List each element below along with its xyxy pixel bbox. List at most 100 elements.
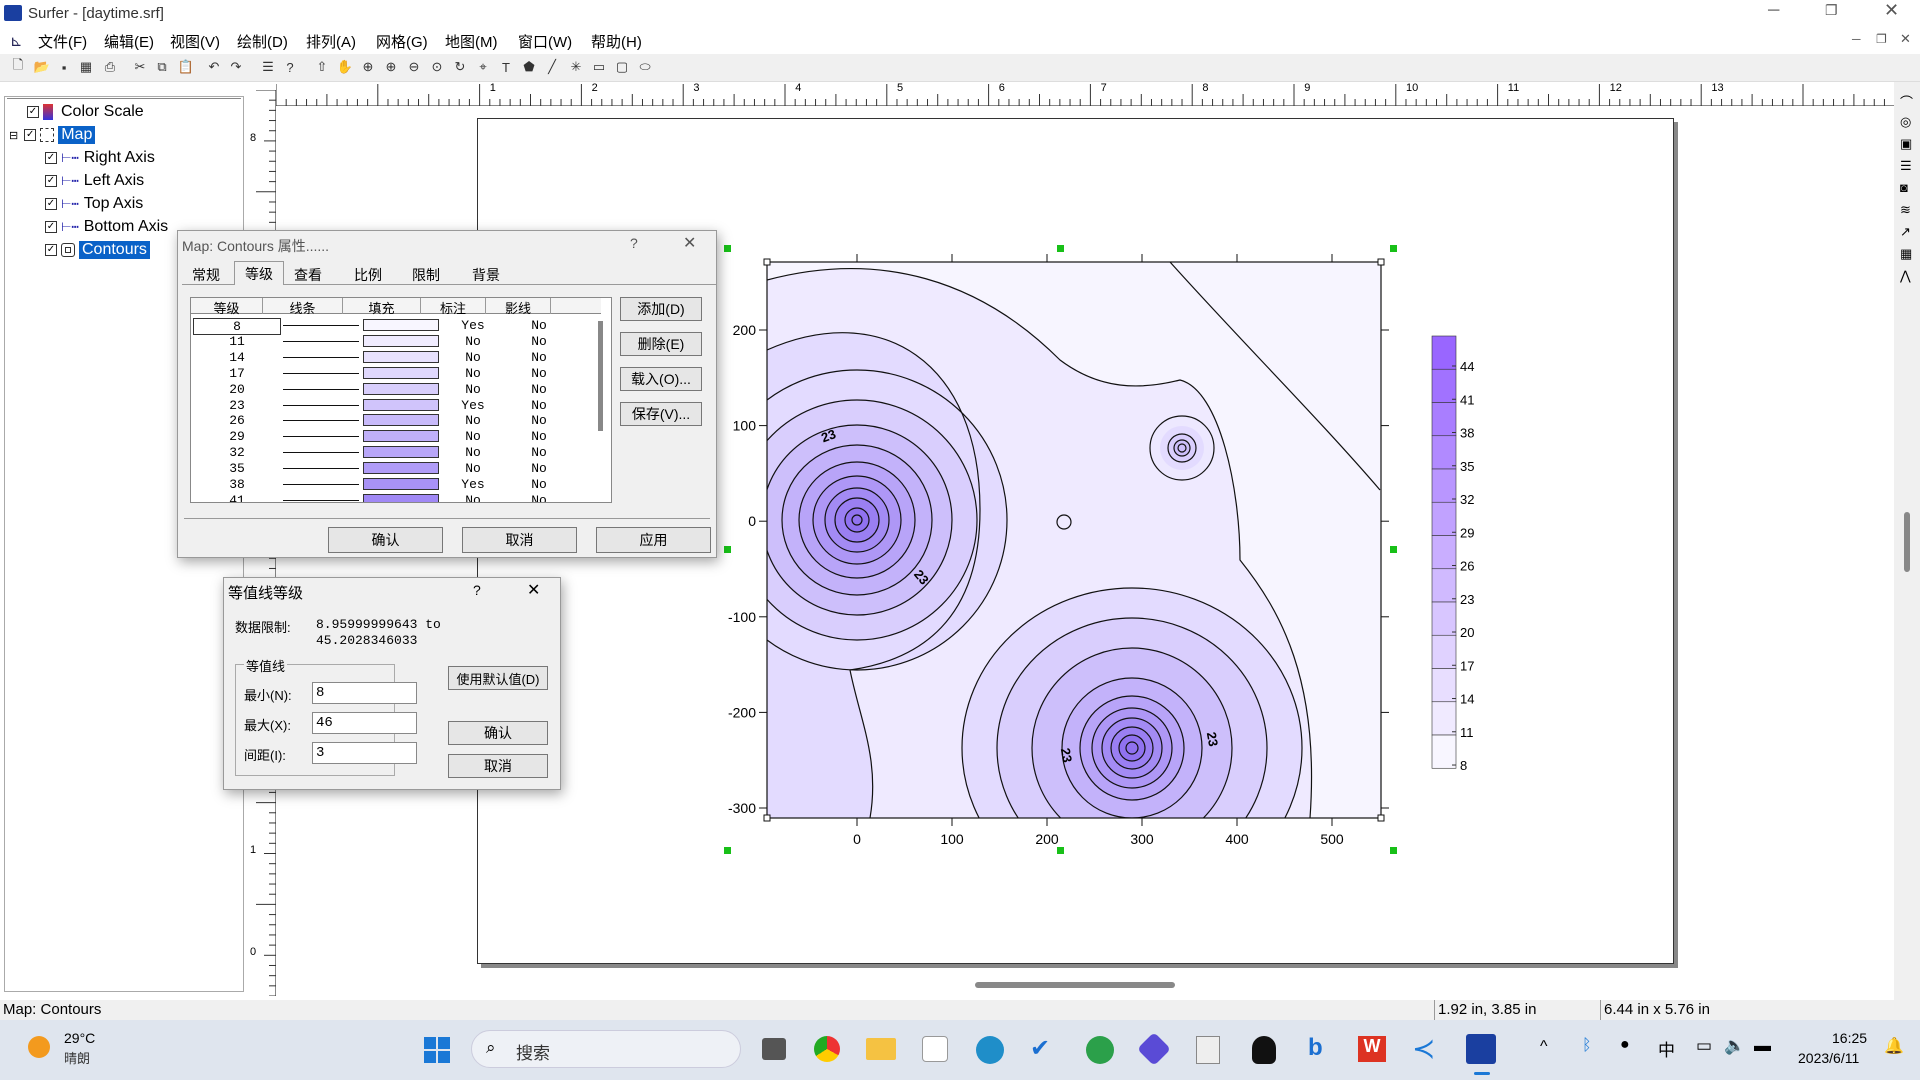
label-cell[interactable]: No [465, 445, 481, 461]
bing-icon[interactable]: b [1308, 1034, 1323, 1061]
restore-icon[interactable]: ❐ [1825, 2, 1838, 18]
chrome-icon[interactable] [814, 1036, 840, 1062]
save-icon[interactable]: ▪ [61, 59, 67, 75]
document-app-icon[interactable] [1196, 1036, 1220, 1064]
hatch-cell[interactable]: No [531, 365, 547, 381]
rounded-rect-icon[interactable]: ▢ [615, 59, 629, 74]
child-restore-icon[interactable]: ❐ [1876, 32, 1887, 46]
child-minimize-icon[interactable]: ─ [1852, 32, 1861, 46]
file-explorer-icon[interactable] [866, 1038, 896, 1060]
text-icon[interactable]: T [502, 59, 510, 75]
open-icon[interactable]: 📂 [33, 59, 51, 74]
redo-icon[interactable]: ↷ [230, 59, 242, 74]
grid-column-header[interactable]: 影线 [486, 298, 551, 316]
table-row[interactable]: 11 No No [191, 334, 591, 349]
line-style-cell[interactable] [283, 436, 359, 438]
zoom-in-icon[interactable]: ⊕ [362, 59, 374, 74]
shaded-relief-icon[interactable]: ≋ [1900, 202, 1911, 217]
edge-dev-icon[interactable] [1086, 1036, 1114, 1064]
weather-sun-icon[interactable] [28, 1036, 50, 1058]
horizontal-scrollbar[interactable] [975, 982, 1175, 988]
label-cell[interactable]: No [465, 429, 481, 445]
tab-scale[interactable]: 比例 [354, 267, 382, 283]
fill-swatch-cell[interactable] [363, 334, 439, 347]
select-icon[interactable]: ⇧ [316, 59, 328, 74]
tab-limits[interactable]: 限制 [412, 267, 440, 283]
vector-map-icon[interactable]: ↗ [1900, 224, 1911, 239]
table-row[interactable]: 38 Yes No [191, 477, 591, 492]
close-icon[interactable]: ✕ [1884, 0, 1900, 20]
pan-icon[interactable]: ✋ [336, 59, 354, 74]
line-style-cell[interactable] [283, 499, 359, 501]
menu-file[interactable]: 文件(F) [38, 34, 88, 51]
close-icon[interactable]: ✕ [683, 235, 697, 252]
line-style-cell[interactable] [283, 340, 359, 342]
tray-chevron-icon[interactable]: ^ [1540, 1038, 1548, 1055]
table-row[interactable]: 29 No No [191, 429, 591, 444]
label-cell[interactable]: No [465, 461, 481, 477]
fill-swatch-cell[interactable] [363, 398, 439, 411]
print-icon[interactable]: ⎙ [104, 59, 116, 74]
notification-icon[interactable]: 🔔 [1884, 1038, 1904, 1055]
fill-swatch-cell[interactable] [363, 446, 439, 459]
reshape-icon[interactable]: ⌖ [479, 59, 487, 74]
table-row[interactable]: 35 No No [191, 461, 591, 476]
taskbar-search[interactable]: ⌕ 搜索 [471, 1030, 741, 1068]
bluetooth-icon[interactable]: ᛒ [1582, 1037, 1592, 1054]
wireframe-icon[interactable]: ▦ [1900, 246, 1913, 261]
level-cell[interactable]: 20 [229, 381, 245, 397]
line-style-cell[interactable] [283, 452, 359, 454]
ime-indicator[interactable]: 中 [1658, 1041, 1675, 1060]
level-cell[interactable]: 14 [229, 349, 245, 365]
tree-item-contours[interactable]: ✓ Contours [45, 239, 150, 261]
level-cell[interactable]: 41 [229, 492, 245, 503]
post-map-icon[interactable]: ☰ [1900, 158, 1912, 173]
copilot-icon[interactable] [1137, 1032, 1171, 1066]
fill-swatch-cell[interactable] [363, 462, 439, 475]
hatch-cell[interactable]: No [531, 461, 547, 477]
help-icon[interactable]: ? [473, 582, 481, 598]
add-button[interactable]: 添加(D) [620, 297, 702, 321]
table-row[interactable]: 41 No No [191, 492, 591, 503]
line-style-cell[interactable] [283, 356, 359, 358]
table-row[interactable]: 17 No No [191, 366, 591, 381]
selection-handles[interactable] [724, 245, 1397, 854]
minimize-icon[interactable]: ─ [1768, 2, 1780, 19]
hatch-cell[interactable]: No [531, 333, 547, 349]
menu-grid[interactable]: 网格(G) [376, 34, 428, 51]
undo-icon[interactable]: ↶ [208, 59, 220, 74]
todo-icon[interactable]: ✔ [1030, 1035, 1051, 1062]
checkbox-icon[interactable]: ✓ [27, 106, 39, 118]
hatch-cell[interactable]: No [531, 381, 547, 397]
fill-swatch-cell[interactable] [363, 350, 439, 363]
new-icon[interactable]: 🗋 [12, 57, 24, 72]
tree-item-bottom-axis[interactable]: ✓ ⊢┅ Bottom Axis [45, 216, 168, 238]
clock-date[interactable]: 2023/6/11 [1798, 1050, 1860, 1066]
hatch-cell[interactable]: No [531, 413, 547, 429]
line-style-cell[interactable] [283, 468, 359, 470]
hatch-cell[interactable]: No [531, 429, 547, 445]
label-cell[interactable]: No [465, 349, 481, 365]
ok-button[interactable]: 确认 [328, 527, 443, 553]
child-close-icon[interactable]: ✕ [1900, 31, 1911, 46]
rotate-icon[interactable]: ↻ [454, 59, 466, 74]
level-cell[interactable]: 8 [193, 318, 281, 335]
max-input[interactable]: 46 [312, 712, 417, 734]
min-input[interactable]: 8 [312, 682, 417, 704]
interval-input[interactable]: 3 [312, 742, 417, 764]
color-scale[interactable]: 44 41 38 35 32 29 26 23 20 17 14 11 8 [1431, 335, 1474, 773]
zoom-out-icon[interactable]: ⊖ [408, 59, 420, 74]
tree-item-top-axis[interactable]: ✓ ⊢┅ Top Axis [45, 193, 143, 215]
weather-temp[interactable]: 29°C [64, 1030, 96, 1046]
label-cell[interactable]: No [465, 333, 481, 349]
label-cell[interactable]: Yes [461, 397, 485, 413]
clock-time[interactable]: 16:25 [1832, 1030, 1868, 1046]
rectangle-icon[interactable]: ▭ [592, 59, 606, 74]
table-row[interactable]: 32 No No [191, 445, 591, 460]
checkbox-icon[interactable]: ✓ [45, 198, 57, 210]
contour-tool-icon[interactable]: ◎ [1900, 114, 1912, 129]
apply-button[interactable]: 应用 [596, 527, 711, 553]
label-cell[interactable]: Yes [461, 318, 485, 333]
symbol-icon[interactable]: ✳ [570, 59, 582, 74]
surface-icon[interactable]: ⋀ [1900, 268, 1911, 283]
